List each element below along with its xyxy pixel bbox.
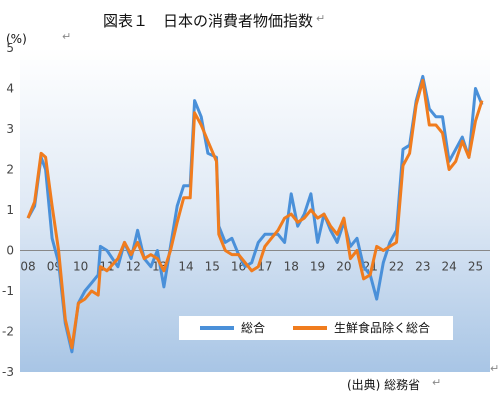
x-tick-label: 15 [205,260,220,274]
x-tick-label: 18 [284,260,299,274]
x-tick-label: 24 [441,260,456,274]
x-tick-label: 14 [178,260,193,274]
x-tick-label: 17 [257,260,272,274]
return-mark-icon: ↵ [432,376,442,389]
series-line-1 [26,74,484,354]
y-tick-label: 5 [6,41,14,55]
x-tick-label: 25 [468,260,483,274]
y-tick-label: 4 [6,82,14,96]
y-tick-label: -2 [2,325,14,339]
x-tick-label: 22 [389,260,404,274]
x-tick-label: 12 [126,260,141,274]
source-label: (出典) 総務省 [347,378,421,392]
x-tick-label: 19 [310,260,325,274]
chart-title: 図表１ 日本の消費者物価指数 [103,12,314,30]
x-tick-label: 10 [73,260,88,274]
legend-label-series-1: 総合 [241,320,265,335]
y-tick-label: 3 [6,122,14,136]
y-tick-label: -3 [2,365,14,379]
series-line-2 [26,78,484,350]
legend-label-series-2: 生鮮食品除く総合 [334,320,430,335]
x-tick-label: 20 [336,260,351,274]
x-tick-label: 23 [415,260,430,274]
y-tick-label: 2 [6,163,14,177]
y-unit-label: (%) [6,32,27,46]
return-mark-icon: ↵ [490,362,500,375]
y-tick-label: -1 [2,284,14,298]
x-tick-label: 08 [20,260,35,274]
return-mark-icon: ↵ [62,30,72,43]
y-tick-label: 1 [6,203,14,217]
y-tick-label: 0 [6,244,14,258]
legend: 総合 生鮮食品除く総合 [179,316,453,340]
return-mark-icon: ↵ [316,12,326,25]
